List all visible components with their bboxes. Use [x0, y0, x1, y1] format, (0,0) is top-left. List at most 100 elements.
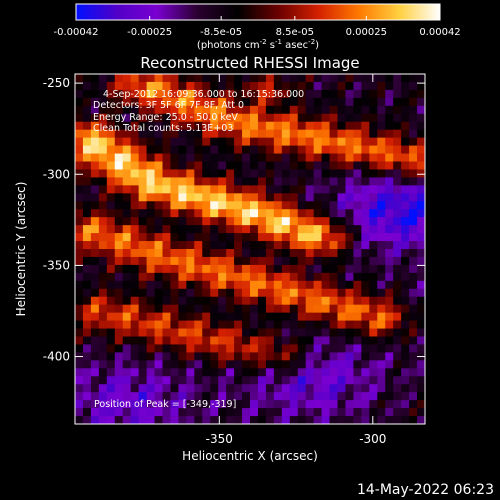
heatmap-cell: [130, 312, 140, 321]
heatmap-cell: [273, 225, 283, 234]
heatmap-cell: [377, 81, 386, 91]
heatmap-cell: [385, 225, 394, 234]
heatmap-cell: [281, 177, 291, 186]
heatmap-cell: [130, 121, 140, 131]
heatmap-cell: [98, 74, 108, 83]
heatmap-cell: [186, 177, 195, 186]
heatmap-cell: [417, 304, 426, 314]
heatmap-cell: [98, 384, 108, 393]
heatmap-cell: [162, 384, 171, 393]
heatmap-cell: [170, 193, 179, 202]
heatmap-cell: [75, 217, 84, 226]
heatmap-cell: [75, 74, 84, 83]
heatmap-cell: [297, 328, 307, 337]
heatmap-cell: [281, 249, 291, 258]
heatmap-cell: [297, 137, 307, 146]
heatmap-cell: [138, 81, 147, 91]
heatmap-cell: [250, 352, 259, 361]
heatmap-cell: [345, 169, 354, 178]
heatmap-cell: [146, 272, 155, 282]
heatmap-cell: [265, 408, 275, 417]
heatmap-cell: [385, 129, 394, 139]
heatmap-cell: [321, 384, 330, 393]
heatmap-cell: [369, 249, 378, 258]
heatmap-cell: [313, 344, 322, 353]
heatmap-cell: [90, 169, 100, 178]
heatmap-cell: [146, 89, 155, 99]
heatmap-cell: [106, 376, 116, 385]
heatmap-cell: [106, 153, 116, 162]
heatmap-cell: [75, 368, 84, 377]
heatmap-cell: [273, 121, 283, 131]
heatmap-cell: [138, 249, 147, 258]
heatmap-cell: [138, 185, 147, 194]
heatmap-cell: [122, 408, 132, 417]
heatmap-cell: [257, 312, 267, 321]
heatmap-cell: [297, 320, 307, 329]
heatmap-cell: [202, 193, 211, 202]
heatmap-cell: [186, 225, 195, 234]
heatmap-cell: [210, 272, 219, 282]
heatmap-cell: [114, 193, 124, 202]
heatmap-cell: [242, 296, 251, 306]
heatmap-cell: [369, 161, 378, 170]
heatmap-cell: [82, 177, 92, 186]
heatmap-cell: [313, 384, 322, 393]
heatmap-cell: [353, 217, 362, 226]
heatmap-cell: [234, 288, 243, 298]
heatmap-cell: [170, 384, 179, 393]
heatmap-cell: [257, 304, 267, 314]
heatmap-cell: [305, 304, 315, 314]
heatmap-cell: [401, 416, 410, 425]
heatmap-cell: [369, 225, 378, 234]
heatmap-cell: [321, 145, 330, 154]
heatmap-cell: [106, 81, 116, 91]
heatmap-cell: [194, 408, 203, 417]
heatmap-cell: [130, 304, 140, 314]
heatmap-cell: [337, 241, 346, 250]
heatmap-cell: [106, 320, 116, 329]
heatmap-cell: [305, 328, 315, 337]
heatmap-cell: [226, 344, 235, 353]
heatmap-cell: [281, 264, 291, 274]
axis-ticks: -350-300-250-250-300-350-400: [43, 74, 425, 446]
heatmap-cell: [257, 384, 267, 393]
heatmap-cell: [138, 153, 147, 162]
heatmap-cell: [75, 320, 84, 329]
heatmap-cell: [90, 121, 100, 131]
heatmap-cell: [106, 368, 116, 377]
heatmap-cell: [82, 97, 92, 107]
heatmap-cell: [305, 169, 315, 178]
heatmap-cell: [186, 344, 195, 353]
heatmap-cell: [257, 233, 267, 242]
heatmap-cell: [170, 256, 179, 266]
heatmap-cell: [162, 344, 171, 353]
heatmap-cell: [162, 408, 171, 417]
heatmap-cell: [114, 129, 124, 139]
heatmap-cell: [130, 89, 140, 99]
heatmap-cell: [82, 209, 92, 218]
heatmap-cell: [250, 272, 259, 282]
heatmap-cell: [170, 344, 179, 353]
heatmap-cell: [122, 193, 132, 202]
heatmap-cell: [385, 241, 394, 250]
heatmap-cell: [361, 233, 370, 242]
heatmap-cell: [393, 153, 402, 162]
x-tick-label: -300: [359, 432, 386, 446]
heatmap-cell: [385, 193, 394, 202]
heatmap-cell: [75, 209, 84, 218]
heatmap-cell: [409, 264, 418, 274]
heatmap-cell: [194, 368, 203, 377]
heatmap-cell: [186, 153, 195, 162]
heatmap-cell: [202, 400, 211, 409]
heatmap-cell: [250, 74, 259, 83]
heatmap-cell: [385, 145, 394, 154]
heatmap-cell: [377, 185, 386, 194]
heatmap-cell: [377, 320, 386, 329]
heatmap-cell: [114, 288, 124, 298]
heatmap-cell: [146, 81, 155, 91]
heatmap-cell: [265, 233, 275, 242]
heatmap-cell: [218, 121, 227, 131]
heatmap-cell: [305, 233, 315, 242]
heatmap-cell: [409, 81, 418, 91]
